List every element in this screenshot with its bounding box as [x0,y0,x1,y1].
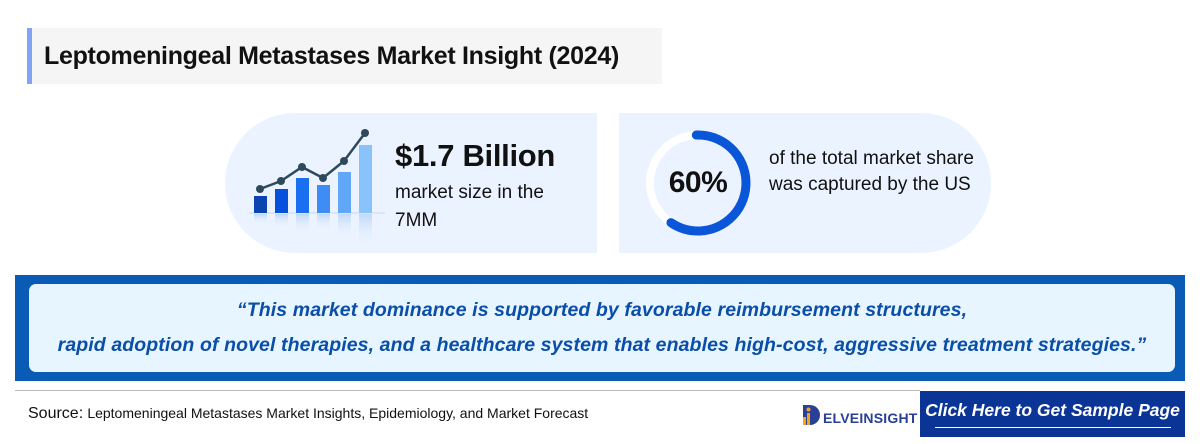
quote-box: “This market dominance is supported by f… [15,275,1185,381]
progress-ring-icon [645,130,751,236]
market-size-value: $1.7 Billion [395,138,556,173]
delveinsight-logo[interactable]: ELVEINSIGHT [800,401,918,427]
bar-chart-trend-icon [249,129,385,246]
market-share-description: of the total market share was captured b… [769,148,974,195]
get-sample-page-button[interactable]: Click Here to Get Sample Page [920,391,1185,437]
page-title: Leptomeningeal Metastases Market Insight… [44,41,619,70]
cta-underline [934,427,1171,428]
footer-divider [15,390,920,391]
quote-inner: “This market dominance is supported by f… [29,284,1175,372]
title-banner: Leptomeningeal Metastases Market Insight… [27,28,662,84]
quote-line-1: “This market dominance is supported by f… [236,299,968,321]
market-share-value: 60% [668,166,728,199]
source-citation: Source: Leptomeningeal Metastases Market… [28,405,588,423]
logo-text: ELVEINSIGHT [823,410,918,426]
quote-line-2: rapid adoption of novel therapies, and a… [57,334,1147,356]
logo-mark-icon [803,405,820,425]
cta-label: Click Here to Get Sample Page [925,400,1180,420]
source-text: Leptomeningeal Metastases Market Insight… [87,405,589,421]
market-size-card: $1.7 Billion market size in the 7MM [225,113,597,253]
market-share-card: 60% of the total market share was captur… [619,113,991,253]
market-size-description: market size in the 7MM [395,182,544,231]
source-label: Source: [28,405,84,422]
